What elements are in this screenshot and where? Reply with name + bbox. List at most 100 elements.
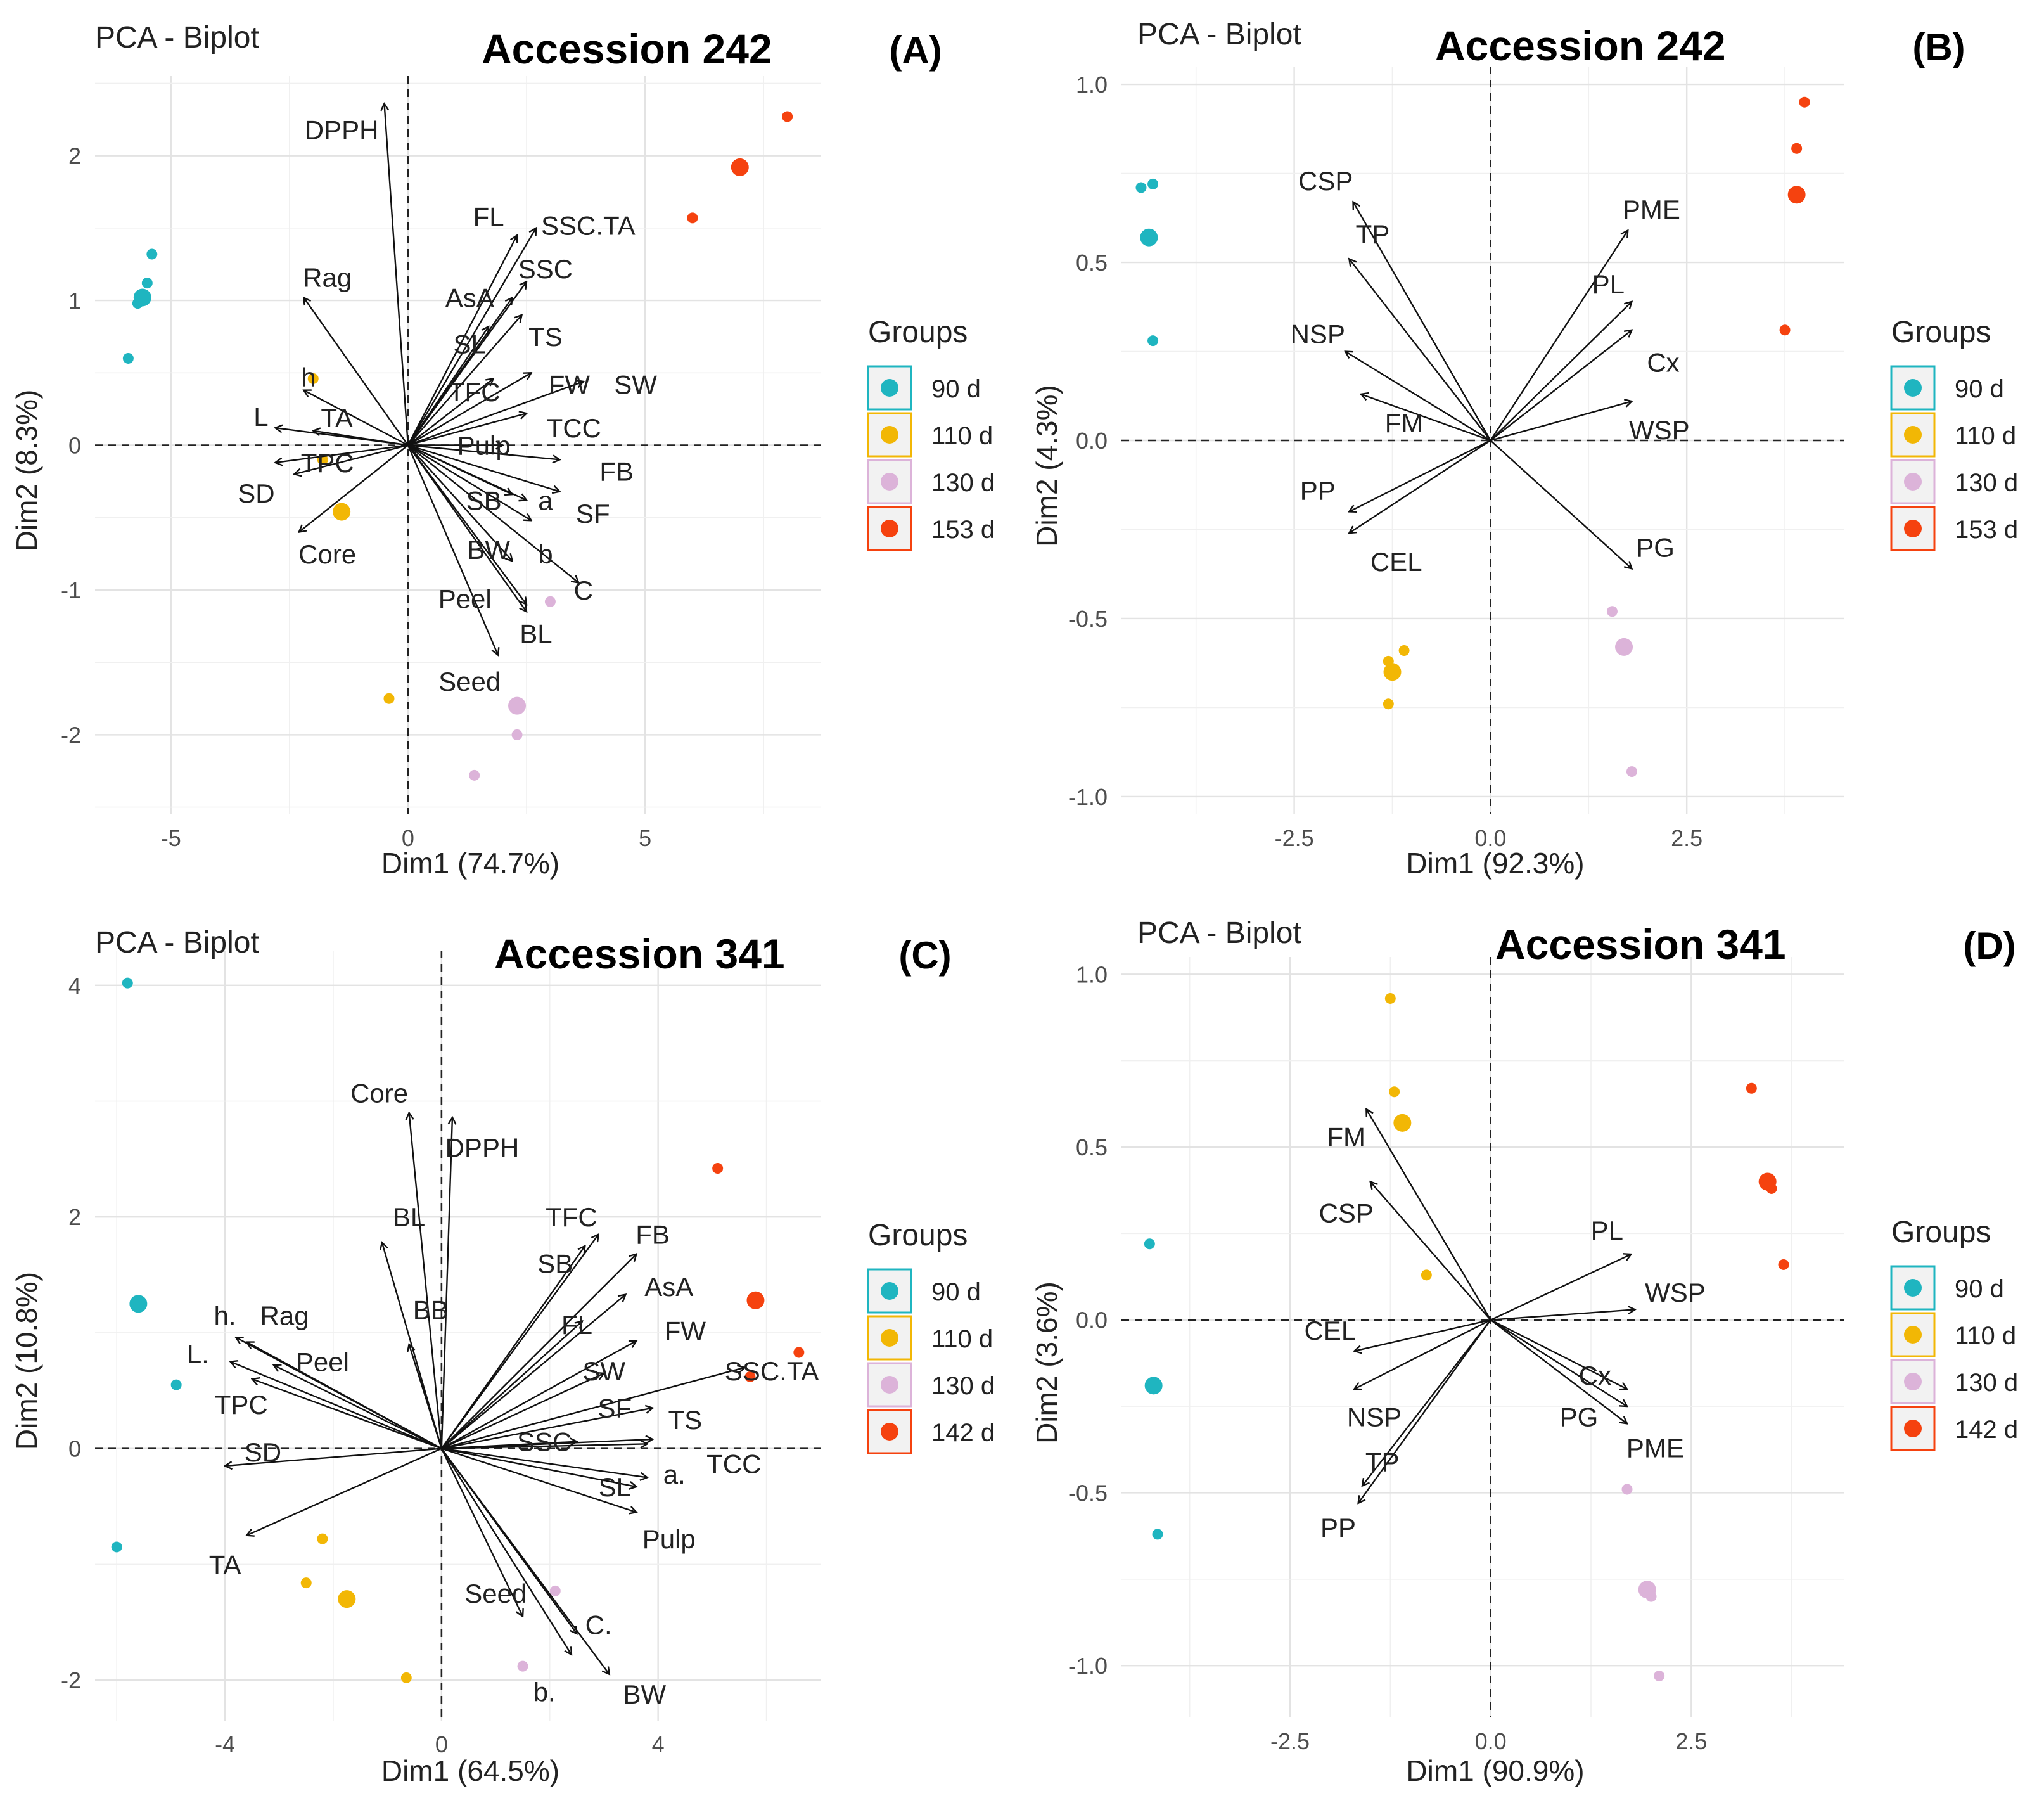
data-point	[1383, 663, 1402, 681]
vector-label: SF	[597, 1394, 632, 1423]
vector-label: C	[574, 575, 593, 605]
vector-label: PP	[1300, 476, 1336, 506]
vector-label: PG	[1636, 533, 1675, 563]
data-point	[307, 373, 319, 384]
vector-label: Seed	[438, 667, 501, 696]
legend-swatch	[881, 379, 898, 397]
data-point	[782, 111, 793, 122]
data-point	[146, 248, 158, 260]
loading-vector	[407, 373, 532, 446]
legend-key	[867, 506, 912, 551]
plot-title: PCA - Biplot	[95, 21, 259, 55]
data-point	[793, 1347, 805, 1358]
loading-vector	[441, 1341, 637, 1449]
y-tick-label: 1.0	[1076, 961, 1108, 987]
data-point	[132, 298, 143, 309]
loading-vector	[1490, 401, 1632, 442]
legend-entry-label: 110 d	[1955, 1322, 2016, 1350]
vector-label: FM	[1327, 1122, 1365, 1152]
panel-subtitle: Accession 341	[494, 930, 785, 977]
data-point	[1393, 1114, 1412, 1132]
legend-entry-label: 110 d	[931, 1325, 993, 1353]
loading-vector	[1490, 1319, 1627, 1424]
loading-vector	[441, 1447, 648, 1478]
loading-vector	[407, 445, 498, 655]
data-point	[1626, 766, 1637, 778]
vector-label: TP	[1356, 219, 1390, 249]
loading-vector	[441, 1447, 637, 1487]
loading-vector	[1370, 1182, 1491, 1321]
x-tick-label: -2.5	[1270, 1728, 1310, 1754]
data-point	[317, 1533, 328, 1544]
data-point	[1135, 182, 1147, 193]
data-point	[333, 503, 351, 521]
vector-label: CEL	[1370, 547, 1422, 577]
data-point	[1152, 1529, 1163, 1540]
legend-swatch	[1904, 1326, 1922, 1344]
vector-label: Pulp	[457, 431, 511, 461]
y-tick-label: -1.0	[1068, 784, 1108, 810]
legend-entry-label: 110 d	[1955, 422, 2016, 450]
legend: Groups 90 d 110 d 130 d 142 d	[867, 1219, 995, 1454]
vector-label: TCC	[547, 413, 601, 443]
loading-vector	[407, 444, 559, 460]
vector-label: L	[253, 402, 268, 432]
data-point	[1144, 1377, 1163, 1395]
data-point	[1791, 143, 1803, 154]
loading-vector	[1349, 439, 1491, 511]
vector-label: SL	[454, 330, 486, 359]
vector-label: BL	[520, 619, 552, 648]
legend-entry-label: 142 d	[931, 1419, 995, 1447]
legend-key	[1890, 365, 1936, 411]
legend-key	[1890, 412, 1936, 458]
loading-vector	[1490, 440, 1632, 568]
vector-label: CSP	[1319, 1198, 1373, 1228]
data-point	[1621, 1484, 1633, 1495]
vector-label: PME	[1623, 195, 1680, 224]
vector-label: Cx	[1647, 347, 1679, 377]
vector-label: Seed	[464, 1579, 527, 1608]
y-tick-label: 0	[68, 1436, 81, 1462]
data-point	[300, 1577, 312, 1589]
vector-label: TS	[668, 1405, 703, 1435]
y-tick-label: 0.5	[1076, 250, 1108, 276]
vector-label: WSP	[1645, 1278, 1706, 1307]
legend-swatch	[1904, 520, 1922, 537]
data-point	[511, 729, 523, 740]
data-point	[1746, 1082, 1757, 1094]
panel-tag: (D)	[1963, 925, 2015, 967]
data-point	[1384, 992, 1396, 1004]
vector-label: FB	[636, 1220, 670, 1250]
x-tick-label: 5	[639, 825, 651, 851]
loading-vector	[1490, 1319, 1627, 1406]
loading-vector	[1490, 330, 1632, 441]
data-point	[170, 1379, 182, 1390]
vector-label: Cx	[1579, 1361, 1611, 1390]
loading-vector	[407, 378, 494, 446]
vector-label: TPC	[215, 1390, 268, 1420]
vector-label: Peel	[296, 1347, 349, 1377]
data-point	[1645, 1591, 1657, 1602]
y-tick-label: 1.0	[1076, 72, 1108, 98]
grid	[1121, 957, 1844, 1717]
vector-label: CSP	[1298, 166, 1353, 196]
loading-vector	[275, 444, 409, 463]
loading-vector	[441, 1447, 637, 1512]
data-point	[1140, 228, 1158, 247]
vector-label: PL	[1591, 1216, 1623, 1245]
legend: Groups 90 d 110 d 130 d 142 d	[1890, 1216, 2018, 1451]
loading-vector	[1354, 1319, 1491, 1389]
loading-vector	[252, 1379, 442, 1449]
data-point	[687, 212, 698, 224]
loading-vector	[1490, 1309, 1635, 1321]
legend-entry-label: 130 d	[931, 1372, 995, 1400]
vector-label: SF	[576, 499, 610, 529]
data-point	[1144, 1238, 1155, 1250]
loading-vector	[385, 103, 409, 446]
legend-entry-label: 153 d	[931, 516, 995, 544]
vector-label: h.	[214, 1301, 236, 1331]
loading-vector	[407, 235, 517, 446]
vector-label: DPPH	[305, 115, 379, 145]
